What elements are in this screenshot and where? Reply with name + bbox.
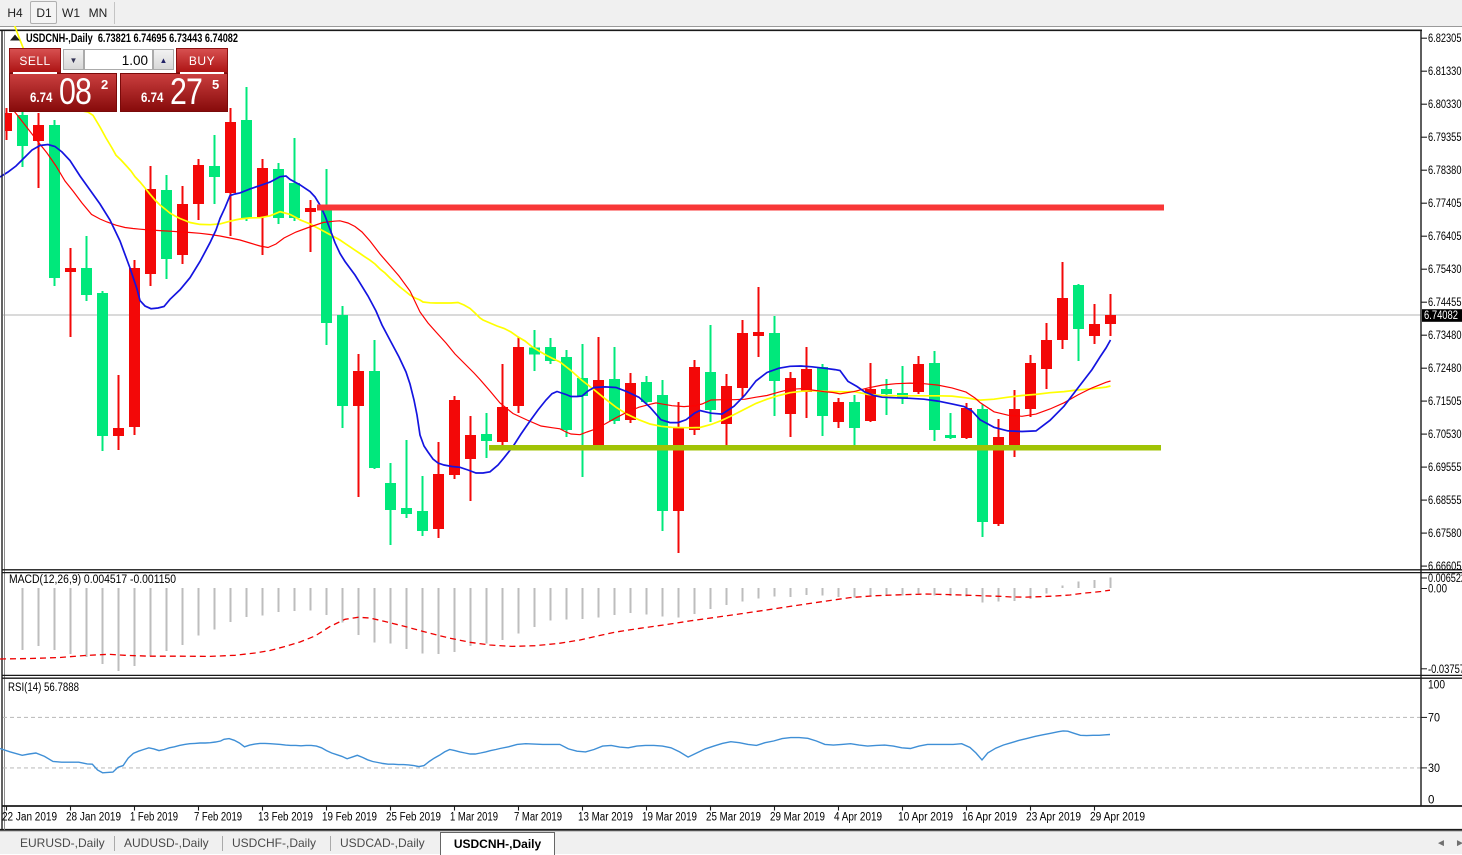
svg-text:6.66605: 6.66605 (1428, 561, 1462, 573)
svg-text:6.68555: 6.68555 (1428, 495, 1462, 507)
svg-text:28 Jan 2019: 28 Jan 2019 (66, 812, 121, 824)
svg-text:0: 0 (1428, 795, 1434, 807)
svg-text:MACD(12,26,9) 0.004517 -0.0011: MACD(12,26,9) 0.004517 -0.001150 (9, 574, 176, 586)
svg-text:25 Feb 2019: 25 Feb 2019 (386, 812, 441, 824)
svg-text:25 Mar 2019: 25 Mar 2019 (706, 812, 761, 824)
svg-text:22 Jan 2019: 22 Jan 2019 (2, 812, 57, 824)
svg-text:1 Mar 2019: 1 Mar 2019 (450, 812, 498, 824)
svg-text:13 Mar 2019: 13 Mar 2019 (578, 812, 633, 824)
svg-text:6.74455: 6.74455 (1428, 297, 1462, 309)
svg-text:16 Apr 2019: 16 Apr 2019 (962, 812, 1017, 824)
svg-text:6.75430: 6.75430 (1428, 264, 1462, 276)
svg-text:6.70530: 6.70530 (1428, 429, 1462, 441)
svg-text:6.77405: 6.77405 (1428, 198, 1462, 210)
svg-text:USDCNH-,Daily 6.73821 6.74695: USDCNH-,Daily 6.73821 6.74695 6.73443 6.… (26, 31, 238, 45)
svg-text:6.80330: 6.80330 (1428, 99, 1462, 111)
svg-text:7 Mar 2019: 7 Mar 2019 (514, 812, 562, 824)
svg-text:6.72480: 6.72480 (1428, 363, 1462, 375)
svg-text:6.82305: 6.82305 (1428, 33, 1462, 45)
svg-text:6.67580: 6.67580 (1428, 528, 1462, 540)
svg-text:6.71505: 6.71505 (1428, 396, 1462, 408)
svg-text:23 Apr 2019: 23 Apr 2019 (1026, 812, 1081, 824)
svg-text:13 Feb 2019: 13 Feb 2019 (258, 812, 313, 824)
svg-text:6.74082: 6.74082 (1424, 310, 1458, 322)
svg-text:6.73480: 6.73480 (1428, 330, 1462, 342)
svg-text:6.76405: 6.76405 (1428, 231, 1462, 243)
svg-text:-0.03757: -0.03757 (1428, 664, 1462, 676)
svg-text:4 Apr 2019: 4 Apr 2019 (834, 812, 882, 824)
svg-text:29 Apr 2019: 29 Apr 2019 (1090, 812, 1145, 824)
svg-text:19 Feb 2019: 19 Feb 2019 (322, 812, 377, 824)
svg-text:RSI(14) 56.7888: RSI(14) 56.7888 (8, 682, 79, 694)
svg-text:100: 100 (1428, 679, 1445, 691)
svg-text:10 Apr 2019: 10 Apr 2019 (898, 812, 953, 824)
svg-text:6.81330: 6.81330 (1428, 66, 1462, 78)
svg-text:29 Mar 2019: 29 Mar 2019 (770, 812, 825, 824)
svg-text:0.006522: 0.006522 (1428, 573, 1462, 585)
svg-text:6.79355: 6.79355 (1428, 132, 1462, 144)
svg-text:6.69555: 6.69555 (1428, 462, 1462, 474)
svg-text:7 Feb 2019: 7 Feb 2019 (194, 812, 242, 824)
svg-text:70: 70 (1428, 712, 1440, 724)
svg-text:6.78380: 6.78380 (1428, 165, 1462, 177)
svg-text:30: 30 (1428, 763, 1440, 775)
svg-text:1 Feb 2019: 1 Feb 2019 (130, 812, 178, 824)
svg-text:0.00: 0.00 (1428, 584, 1447, 596)
svg-text:19 Mar 2019: 19 Mar 2019 (642, 812, 697, 824)
